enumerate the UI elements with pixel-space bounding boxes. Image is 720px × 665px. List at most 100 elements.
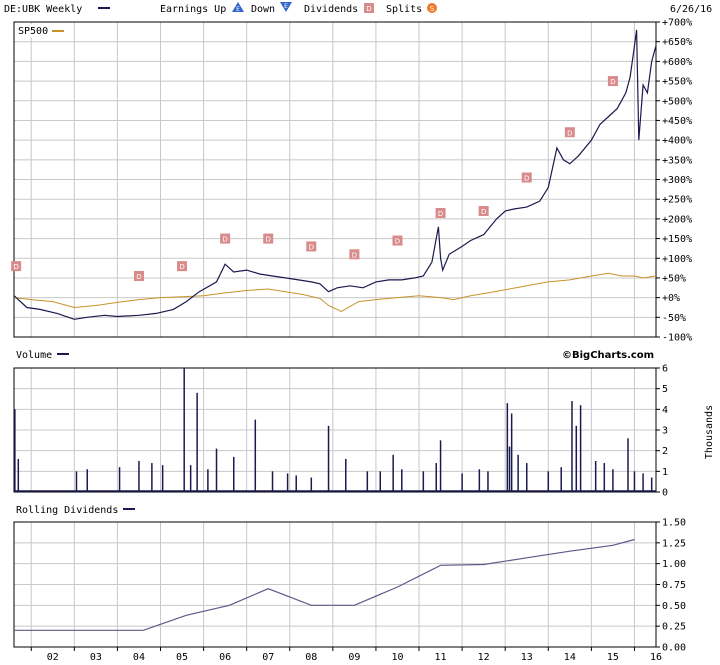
dividend-marker: D (11, 261, 22, 272)
x-tick-label: 08 (305, 652, 317, 663)
dividends-tick-label: 1.50 (662, 518, 686, 529)
svg-text:D: D (222, 236, 227, 244)
price-tick-label: +400% (662, 136, 692, 147)
watermark: ©BigCharts.com (562, 350, 654, 361)
dividends-tick-label: 1.00 (662, 559, 686, 570)
svg-text:SP500: SP500 (18, 26, 48, 37)
x-tick-label: 07 (262, 652, 274, 663)
price-tick-label: +100% (662, 254, 692, 265)
svg-text:E: E (236, 6, 240, 13)
dividends-label: Dividends (304, 4, 358, 15)
svg-text:D: D (395, 238, 400, 246)
price-tick-label: +300% (662, 175, 692, 186)
price-tick-label: +650% (662, 37, 692, 48)
dividends-tick-label: 0.00 (662, 643, 686, 654)
price-tick-label: +450% (662, 116, 692, 127)
volume-tick-label: 1 (662, 467, 668, 478)
volume-tick-label: 2 (662, 446, 668, 457)
price-tick-label: +500% (662, 96, 692, 107)
price-tick-label: +50% (662, 273, 686, 284)
x-tick-label: 09 (348, 652, 360, 663)
price-tick-label: +0% (662, 293, 680, 304)
price-tick-label: +250% (662, 195, 692, 206)
svg-text:D: D (309, 243, 314, 251)
svg-text:D: D (352, 251, 357, 259)
dividend-marker: D (392, 235, 403, 246)
price-tick-label: +550% (662, 77, 692, 88)
svg-text:D: D (179, 263, 184, 271)
dividend-marker: D (349, 249, 360, 260)
price-tick-label: +600% (662, 57, 692, 68)
svg-text:D: D (567, 129, 572, 137)
x-tick-label: 16 (650, 652, 662, 663)
dividend-markers: D D D D D D D D D D D D D (11, 76, 618, 281)
svg-text:D: D (610, 78, 615, 86)
x-tick-label: 12 (478, 652, 490, 663)
svg-text:D: D (366, 5, 371, 13)
dividend-marker: D (133, 270, 144, 281)
x-tick-label: 04 (133, 652, 145, 663)
dividend-marker: D (521, 172, 532, 183)
svg-text:D: D (136, 273, 141, 281)
x-axis-labels: 02 03 04 05 06 07 08 09 10 11 12 13 14 15 16 (30, 647, 662, 663)
dividend-marker: D (564, 127, 575, 138)
svg-text:S: S (430, 5, 435, 13)
earnings-up-icon: E (232, 2, 244, 13)
dividend-marker: D (435, 207, 446, 218)
price-tick-label: +350% (662, 155, 692, 166)
x-tick-label: 05 (176, 652, 188, 663)
dividends-tick-label: 1.25 (662, 538, 686, 549)
price-tick-label: -50% (662, 313, 686, 324)
x-tick-label: 15 (607, 652, 619, 663)
volume-panel-grid (14, 367, 656, 493)
volume-y-axis: 6 5 4 3 2 1 0 (656, 364, 668, 499)
rolling-dividends-label: Rolling Dividends (16, 505, 118, 516)
svg-text:E: E (284, 3, 288, 10)
x-tick-label: 13 (521, 652, 533, 663)
dividend-marker: D (220, 233, 231, 244)
volume-legend-line (57, 353, 69, 355)
svg-text:D: D (266, 236, 271, 244)
volume-tick-label: 5 (662, 384, 668, 395)
earnings-down-label: Down (251, 4, 275, 15)
price-series-line (13, 29, 657, 320)
svg-text:D: D (13, 263, 18, 271)
volume-tick-label: 0 (662, 488, 668, 499)
price-tick-label: +700% (662, 18, 692, 29)
volume-bars (14, 368, 656, 492)
volume-tick-label: 6 (662, 364, 668, 375)
rolling-dividends-line (14, 538, 635, 631)
dividend-marker: D (177, 261, 188, 272)
dividends-tick-label: 0.25 (662, 622, 686, 633)
dividend-marker: D (478, 206, 489, 216)
earnings-down-icon: E (280, 2, 292, 12)
x-tick-label: 02 (47, 652, 59, 663)
price-y-axis: +700% +650% +600% +550% +500% +450% +400% +350%… (656, 18, 692, 344)
dividends-tick-label: 0.50 (662, 601, 686, 612)
split-icon: S (427, 3, 437, 13)
price-tick-label: +200% (662, 214, 692, 225)
svg-text:D: D (438, 210, 443, 218)
volume-tick-label: 4 (662, 405, 668, 416)
date-label: 6/26/16 (670, 4, 712, 15)
svg-text:D: D (481, 208, 486, 216)
earnings-up-label: Earnings Up (160, 4, 226, 15)
volume-label: Volume (16, 350, 52, 361)
price-tick-label: -100% (662, 333, 692, 344)
volume-unit-label: Thousands (704, 405, 715, 459)
x-tick-label: 14 (564, 652, 576, 663)
splits-label: Splits (386, 4, 422, 15)
dividends-tick-label: 0.75 (662, 580, 686, 591)
sp500-series-line (13, 272, 657, 312)
x-tick-label: 03 (90, 652, 102, 663)
price-tick-label: +150% (662, 234, 692, 245)
dividends-panel-grid (14, 521, 656, 648)
dividends-y-axis: 1.50 1.25 1.00 0.75 0.50 0.25 0.00 (656, 518, 686, 654)
dividend-marker: D (263, 233, 274, 244)
dividend-marker: D (607, 76, 618, 87)
dividend-icon: D (364, 3, 374, 13)
price-panel-grid (14, 21, 656, 338)
x-tick-label: 11 (435, 652, 447, 663)
svg-text:D: D (524, 175, 529, 183)
